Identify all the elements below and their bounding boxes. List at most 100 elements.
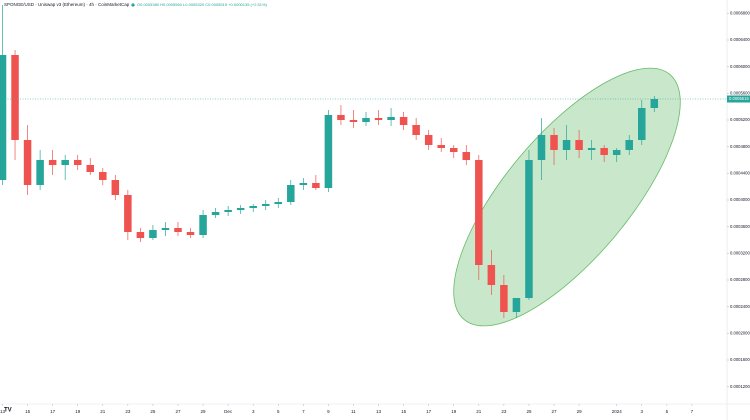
- y-tick-label: 0.0004400: [730, 170, 750, 175]
- candle-body: [149, 230, 157, 238]
- plot: 0.00068000.00064000.00060000.00056000.00…: [0, 5, 750, 414]
- x-tick-label: 17: [50, 409, 56, 414]
- candle-body: [36, 160, 44, 185]
- ohlc-readout: O0.0005380 H0.0005560 L0.0005320 C0.0005…: [137, 2, 268, 7]
- candle-body: [48, 160, 57, 165]
- candle-body: [199, 215, 207, 235]
- candle-body: [287, 185, 295, 202]
- candle-body: [587, 148, 596, 150]
- x-tick-label: 27: [175, 409, 181, 414]
- x-tick-label: 13: [0, 409, 6, 414]
- logo: TV: [4, 408, 12, 414]
- x-tick-label: 3: [641, 409, 644, 414]
- candle-body: [186, 232, 195, 235]
- y-tick-label: 0.0006000: [730, 64, 750, 69]
- candle-body: [224, 210, 232, 212]
- x-tick-label: 25: [526, 409, 532, 414]
- x-tick-label: 23: [125, 409, 131, 414]
- candle-body: [638, 108, 646, 140]
- candle-body: [11, 55, 19, 140]
- candle-body: [475, 160, 483, 265]
- status-dot: [131, 3, 135, 7]
- x-tick-label: 15: [25, 409, 31, 414]
- candle-body: [424, 135, 433, 145]
- candle-body: [261, 204, 270, 206]
- x-tick-label: 5: [277, 409, 280, 414]
- candle-body: [550, 135, 558, 150]
- candle-body: [124, 195, 132, 232]
- candle-body: [299, 183, 308, 185]
- candle-body: [23, 140, 32, 185]
- x-tick-label: 9: [327, 409, 330, 414]
- x-tick-label: 11: [351, 409, 356, 414]
- x-tick-label: 17: [426, 409, 432, 414]
- candle-body: [487, 265, 496, 285]
- candle-body: [136, 232, 145, 238]
- last-price-label: 0.0005515: [729, 96, 749, 101]
- candle-body: [462, 152, 471, 160]
- y-tick-label: 0.0006400: [730, 37, 750, 42]
- candle-body: [437, 145, 445, 148]
- candle-body: [374, 118, 383, 120]
- candle-body: [73, 160, 82, 165]
- y-tick-label: 0.0003200: [730, 250, 750, 255]
- y-tick-label: 0.0002800: [730, 277, 750, 282]
- x-tick-label: 3: [252, 409, 255, 414]
- x-tick-label: 19: [75, 409, 81, 414]
- candle-body: [111, 180, 120, 195]
- candle-body: [349, 120, 358, 122]
- candle-body: [324, 115, 333, 188]
- candle-body: [274, 202, 283, 204]
- y-tick-label: 0.0002400: [730, 304, 750, 309]
- candle-body: [161, 228, 170, 230]
- candle-body: [399, 117, 408, 125]
- candle-body: [449, 148, 458, 152]
- candle-body: [625, 140, 633, 150]
- y-tick-label: 0.0006800: [730, 10, 750, 15]
- candle-body: [500, 285, 508, 312]
- candle-body: [650, 99, 659, 108]
- y-tick-label: 0.0005600: [730, 90, 750, 95]
- y-tick-label: 0.0001600: [730, 357, 750, 362]
- x-tick-label: 29: [201, 409, 207, 414]
- x-tick-label: 2024: [612, 409, 623, 414]
- candle-body: [600, 148, 608, 155]
- x-tick-label: 13: [376, 409, 382, 414]
- candle-body: [525, 160, 533, 298]
- y-tick-label: 0.0001200: [730, 384, 750, 389]
- candle-body: [174, 228, 182, 232]
- last-price-box: [727, 95, 750, 103]
- x-tick-label: 25: [150, 409, 156, 414]
- candle-body: [337, 115, 345, 120]
- y-tick-label: 0.0003600: [730, 224, 750, 229]
- x-tick-label: 23: [501, 409, 507, 414]
- candle-body: [211, 212, 220, 215]
- y-tick-label: 0.0002000: [730, 330, 750, 335]
- x-tick-label: 21: [100, 409, 106, 414]
- candle-body: [512, 298, 521, 312]
- y-tick-label: 0.0004000: [730, 197, 750, 202]
- candle-body: [236, 208, 245, 210]
- x-tick-label: 27: [552, 409, 558, 414]
- candle-body: [99, 172, 107, 180]
- x-tick-label: 19: [451, 409, 457, 414]
- candle-body: [537, 135, 546, 160]
- candle-body: [412, 125, 420, 135]
- candle-body: [362, 118, 370, 122]
- y-tick-label: 0.0004800: [730, 144, 750, 149]
- candle-body: [575, 140, 583, 150]
- candle-body: [0, 55, 7, 180]
- x-tick-label: 15: [401, 409, 407, 414]
- candle-body: [249, 206, 257, 208]
- x-tick-label: 21: [476, 409, 482, 414]
- candle-body: [86, 165, 95, 172]
- candle-body: [61, 160, 69, 165]
- candle-body: [562, 140, 571, 150]
- highlight-ellipse: [453, 67, 681, 327]
- x-tick-label: 7: [302, 409, 305, 414]
- chart-title: SPONGE/USD · Uniswap v3 (Ethereum) · 4h …: [4, 2, 130, 7]
- y-tick-label: 0.0005200: [730, 117, 750, 122]
